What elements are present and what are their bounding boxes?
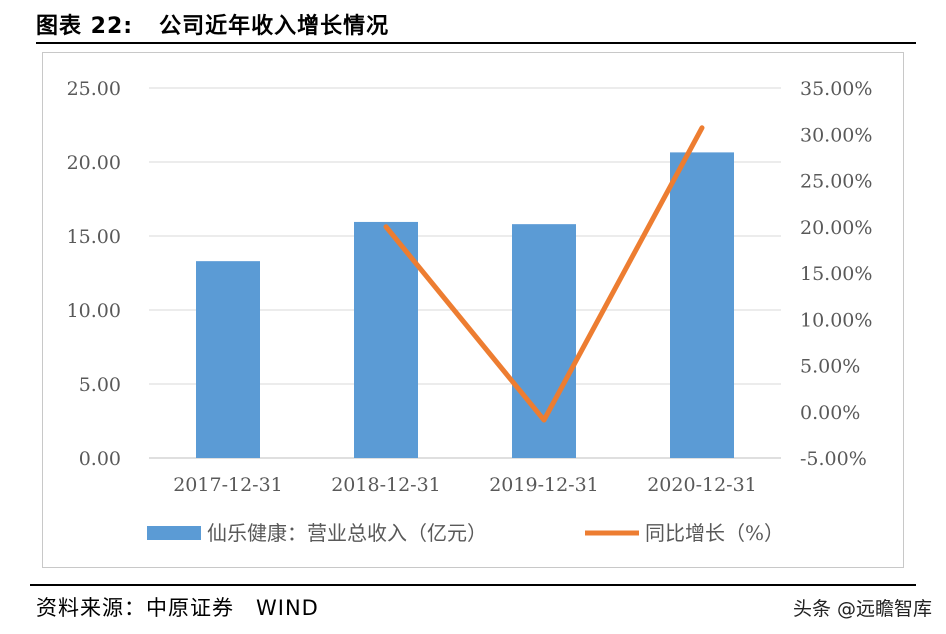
figure-title: 公司近年收入增长情况 [159, 14, 390, 39]
right-axis-tick-label: 30.00% [800, 124, 872, 146]
right-axis-tick-label: 5.00% [800, 356, 860, 378]
chart-svg: 0.00 5.00 10.00 15.00 20.00 25.00 -5.00% 0.00% 5… [67, 78, 873, 545]
left-axis-tick-label: 25.00 [67, 78, 121, 100]
x-axis-category-label: 2017-12-31 [173, 474, 283, 496]
left-axis-tick-label: 20.00 [67, 152, 121, 174]
bar-revenue [354, 221, 418, 458]
right-axis-tick-label: 10.00% [800, 309, 872, 331]
left-axis-tick-label: 5.00 [79, 374, 121, 396]
source-note: 资料来源：中原证券 WIND [36, 596, 319, 620]
chart-frame: 0.00 5.00 10.00 15.00 20.00 25.00 -5.00% 0.00% 5… [42, 52, 904, 568]
bar-revenue [512, 224, 576, 458]
left-axis-tick-label: 10.00 [67, 300, 121, 322]
line-yoy-growth [383, 125, 705, 423]
left-axis-tick-label: 0.00 [79, 448, 121, 470]
bar-revenue [196, 261, 260, 458]
bottom-rule [30, 584, 916, 586]
x-axis-category-label: 2020-12-31 [647, 474, 757, 496]
figure-heading: 图表 22: 公司近年收入增长情况 [36, 8, 389, 40]
right-axis-tick-label: 20.00% [800, 217, 872, 239]
right-axis-tick-label: -5.00% [800, 448, 867, 470]
legend-label-bar: 仙乐健康：营业总收入（亿元） [207, 521, 487, 545]
right-axis-tick-label: 25.00% [800, 171, 872, 193]
legend-label-line: 同比增长（%） [645, 521, 784, 545]
legend-swatch-bar [147, 526, 201, 540]
right-axis-tick-label: 0.00% [800, 402, 860, 424]
watermark: 头条 @远瞻智库 [792, 598, 932, 620]
figure-number: 图表 22: [36, 14, 134, 39]
top-rule [36, 42, 916, 44]
x-axis-category-label: 2018-12-31 [331, 474, 441, 496]
left-axis-tick-label: 15.00 [67, 226, 121, 248]
bar-revenue [670, 152, 734, 458]
right-axis-tick-label: 15.00% [800, 263, 872, 285]
x-axis-category-label: 2019-12-31 [489, 474, 599, 496]
right-axis-tick-label: 35.00% [800, 78, 872, 100]
